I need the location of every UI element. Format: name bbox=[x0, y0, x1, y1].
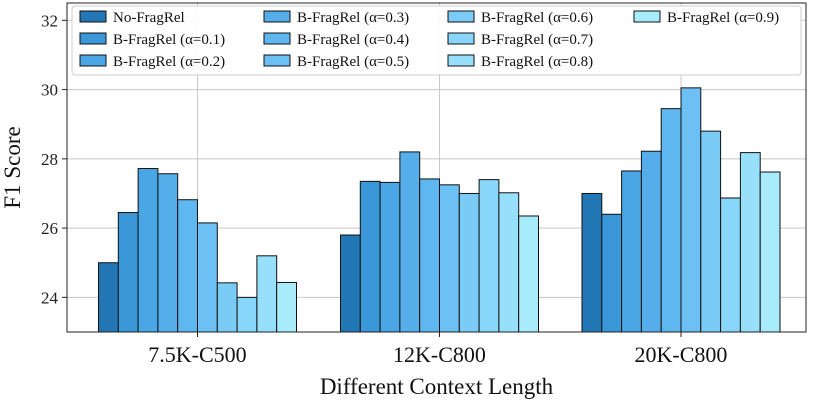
legend-label: No-FragRel bbox=[113, 10, 185, 26]
bar bbox=[759, 171, 781, 333]
bar bbox=[177, 199, 198, 333]
x-axis-title: Different Context Length bbox=[320, 374, 554, 399]
legend-label: B-FragRel (α=0.6) bbox=[481, 10, 593, 26]
bar bbox=[581, 192, 603, 333]
axes-layer: 24 26 28 30 32 7.5K-C500 12K-C800 20K-C800 bbox=[41, 11, 727, 367]
bar bbox=[236, 296, 258, 333]
bar bbox=[601, 213, 623, 333]
bar bbox=[197, 222, 218, 333]
bar bbox=[700, 130, 722, 333]
bar bbox=[478, 179, 500, 333]
plot-frame bbox=[66, 2, 807, 333]
legend-label: B-FragRel (α=0.8) bbox=[481, 54, 593, 70]
bar bbox=[660, 108, 682, 333]
y-axis-title: F1 Score bbox=[0, 126, 25, 208]
bar bbox=[340, 234, 361, 333]
x-tick-label: 7.5K-C500 bbox=[148, 342, 246, 367]
bar bbox=[518, 215, 540, 333]
bar bbox=[498, 192, 520, 333]
bar bbox=[98, 262, 119, 333]
bar bbox=[419, 178, 441, 333]
legend-swatch bbox=[79, 10, 107, 23]
bar bbox=[256, 255, 278, 333]
bar bbox=[157, 173, 179, 333]
legend-label: B-FragRel (α=0.1) bbox=[113, 32, 225, 48]
y-tick-label: 26 bbox=[41, 219, 58, 238]
legend-swatch bbox=[447, 32, 475, 45]
bar bbox=[458, 192, 480, 333]
bar bbox=[137, 168, 159, 333]
legend: No-FragRel B-FragRel (α=0.1) B-FragRel (α=… bbox=[71, 5, 802, 76]
bar bbox=[621, 170, 642, 333]
legend-swatch bbox=[263, 54, 291, 67]
legend-label: B-FragRel (α=0.7) bbox=[481, 32, 593, 48]
bar bbox=[117, 212, 139, 333]
legend-swatch bbox=[79, 54, 107, 67]
bar bbox=[720, 197, 741, 333]
legend-swatch bbox=[447, 54, 475, 67]
legend-swatch bbox=[263, 32, 291, 45]
y-tick-label: 24 bbox=[41, 288, 59, 307]
legend-swatch bbox=[263, 10, 291, 23]
legend-label: B-FragRel (α=0.4) bbox=[297, 32, 409, 48]
legend-swatch bbox=[447, 10, 475, 23]
bar bbox=[680, 87, 702, 333]
y-tick-label: 28 bbox=[41, 150, 58, 169]
bar bbox=[640, 150, 662, 333]
bar bbox=[216, 282, 238, 333]
legend-box bbox=[71, 5, 802, 76]
y-tick-label: 30 bbox=[41, 81, 58, 100]
bar bbox=[439, 184, 460, 333]
legend-swatch bbox=[633, 10, 661, 23]
legend-swatch bbox=[79, 32, 107, 45]
y-tick-label: 32 bbox=[41, 11, 58, 30]
legend-label: B-FragRel (α=0.9) bbox=[667, 10, 779, 26]
bar bbox=[359, 180, 381, 333]
bar bbox=[739, 152, 761, 333]
bar bbox=[276, 281, 298, 333]
legend-label: B-FragRel (α=0.2) bbox=[113, 54, 225, 70]
legend-label: B-FragRel (α=0.5) bbox=[297, 54, 409, 70]
x-tick-label: 12K-C800 bbox=[393, 342, 486, 367]
bar bbox=[379, 181, 401, 333]
x-tick-label: 20K-C800 bbox=[635, 342, 728, 367]
bar bbox=[399, 151, 421, 333]
legend-label: B-FragRel (α=0.3) bbox=[297, 10, 409, 26]
